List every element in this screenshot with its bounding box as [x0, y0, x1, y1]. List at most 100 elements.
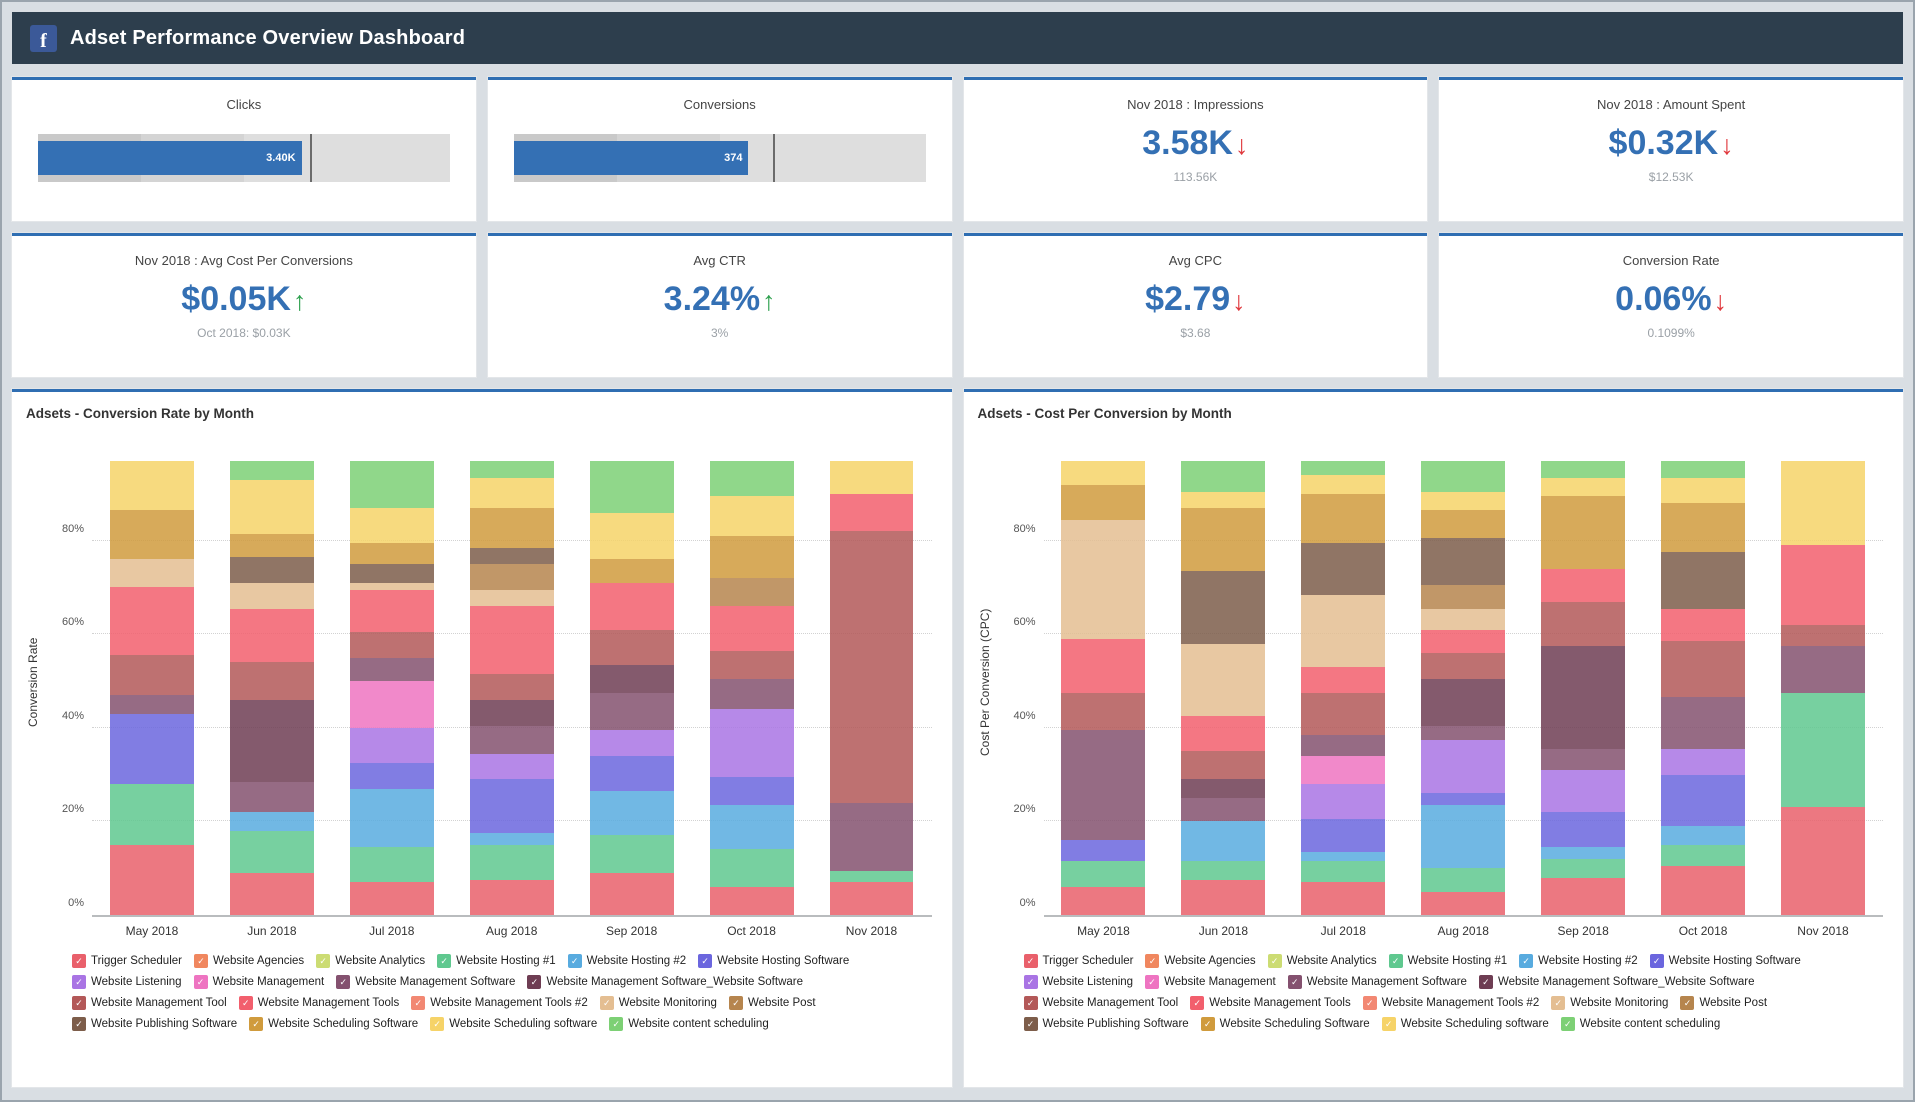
bar-segment[interactable]: [1301, 461, 1386, 476]
bar-segment[interactable]: [349, 788, 434, 848]
bar-segment[interactable]: [109, 713, 194, 784]
legend-checkbox-icon[interactable]: ✓: [430, 1017, 445, 1031]
stacked-bar-oct-2018[interactable]: [709, 461, 794, 915]
bar-segment[interactable]: [1181, 571, 1266, 644]
legend-checkbox-icon[interactable]: ✓: [336, 975, 351, 989]
legend-checkbox-icon[interactable]: ✓: [1680, 996, 1695, 1010]
bar-segment[interactable]: [1301, 882, 1386, 915]
bar-segment[interactable]: [1061, 730, 1146, 841]
bar-segment[interactable]: [229, 479, 314, 534]
bar-segment[interactable]: [1061, 840, 1146, 862]
legend-checkbox-icon[interactable]: ✓: [599, 996, 614, 1010]
bar-segment[interactable]: [709, 709, 794, 777]
stacked-bar-jul-2018[interactable]: [1301, 461, 1386, 915]
bar-segment[interactable]: [109, 844, 194, 915]
bar-segment[interactable]: [1061, 461, 1146, 485]
legend-checkbox-icon[interactable]: ✓: [411, 996, 426, 1010]
bar-segment[interactable]: [709, 496, 794, 536]
legend-checkbox-icon[interactable]: ✓: [567, 954, 582, 968]
bar-segment[interactable]: [1061, 638, 1146, 693]
legend-checkbox-icon[interactable]: ✓: [1023, 996, 1038, 1010]
stacked-bar-sep-2018[interactable]: [589, 461, 674, 915]
legend-checkbox-icon[interactable]: ✓: [728, 996, 743, 1010]
bar-segment[interactable]: [1061, 861, 1146, 887]
bar-segment[interactable]: [1421, 793, 1506, 806]
stacked-bar-may-2018[interactable]: [109, 461, 194, 915]
legend-item[interactable]: ✓ Website Management Tools #2: [1362, 996, 1539, 1010]
legend-item[interactable]: ✓ Website Scheduling software: [430, 1017, 597, 1031]
bar-segment[interactable]: [1301, 493, 1386, 544]
legend-checkbox-icon[interactable]: ✓: [249, 1017, 264, 1031]
bar-segment[interactable]: [1661, 865, 1746, 915]
bar-segment[interactable]: [469, 674, 554, 700]
bar-segment[interactable]: [1421, 891, 1506, 915]
legend-item[interactable]: ✓ Website content scheduling: [1560, 1017, 1720, 1031]
legend-checkbox-icon[interactable]: ✓: [1362, 996, 1377, 1010]
bar-segment[interactable]: [349, 847, 434, 883]
legend-item[interactable]: ✓ Website Publishing Software: [72, 1017, 237, 1031]
bar-segment[interactable]: [589, 461, 674, 513]
bar-segment[interactable]: [1661, 774, 1746, 827]
legend-checkbox-icon[interactable]: ✓: [527, 975, 542, 989]
bar-segment[interactable]: [109, 510, 194, 560]
legend-item[interactable]: ✓ Website Listening: [1023, 975, 1133, 989]
legend-item[interactable]: ✓ Website Monitoring: [1551, 996, 1668, 1010]
legend-item[interactable]: ✓ Website Management: [1145, 975, 1276, 989]
bar-segment[interactable]: [709, 776, 794, 806]
legend-item[interactable]: ✓ Website Management Software: [336, 975, 515, 989]
legend-item[interactable]: ✓ Website Hosting #2: [1519, 954, 1638, 968]
legend-item[interactable]: ✓ Website Management Tools: [238, 996, 399, 1010]
bar-segment[interactable]: [1541, 645, 1626, 749]
bar-segment[interactable]: [1661, 608, 1746, 642]
bar-segment[interactable]: [1181, 716, 1266, 752]
bar-segment[interactable]: [229, 699, 314, 782]
bar-segment[interactable]: [1541, 858, 1626, 878]
bar-segment[interactable]: [1181, 861, 1266, 880]
bar-segment[interactable]: [1421, 491, 1506, 511]
bar-segment[interactable]: [349, 589, 434, 632]
bar-segment[interactable]: [589, 755, 674, 791]
bar-segment[interactable]: [589, 692, 674, 731]
bar-segment[interactable]: [1421, 678, 1506, 726]
bar-segment[interactable]: [1181, 821, 1266, 862]
legend-checkbox-icon[interactable]: ✓: [1649, 954, 1664, 968]
legend-item[interactable]: ✓ Website Management Software: [1287, 975, 1467, 989]
bar-segment[interactable]: [469, 699, 554, 726]
legend-item[interactable]: ✓ Website Analytics: [316, 954, 425, 968]
legend-checkbox-icon[interactable]: ✓: [1267, 954, 1282, 968]
legend-item[interactable]: ✓ Website Management Tool: [1023, 996, 1178, 1010]
bar-segment[interactable]: [109, 655, 194, 696]
legend-item[interactable]: ✓ Website Monitoring: [599, 996, 717, 1010]
bar-segment[interactable]: [1541, 601, 1626, 646]
bar-segment[interactable]: [1061, 692, 1146, 731]
stacked-bar-nov-2018[interactable]: [1781, 461, 1865, 915]
bar-segment[interactable]: [1421, 538, 1506, 586]
legend-checkbox-icon[interactable]: ✓: [1190, 996, 1205, 1010]
bar-segment[interactable]: [109, 695, 194, 714]
bar-segment[interactable]: [1781, 645, 1865, 693]
legend-checkbox-icon[interactable]: ✓: [1519, 954, 1534, 968]
bar-segment[interactable]: [349, 582, 434, 590]
legend-checkbox-icon[interactable]: ✓: [72, 996, 86, 1010]
bar-segment[interactable]: [589, 872, 674, 915]
bar-segment[interactable]: [469, 547, 554, 565]
bar-segment[interactable]: [709, 606, 794, 651]
legend-checkbox-icon[interactable]: ✓: [437, 954, 452, 968]
bar-segment[interactable]: [1781, 624, 1865, 646]
bar-segment[interactable]: [1541, 847, 1626, 859]
legend-checkbox-icon[interactable]: ✓: [1560, 1017, 1575, 1031]
bar-segment[interactable]: [589, 559, 674, 583]
legend-item[interactable]: ✓ Trigger Scheduler: [1023, 954, 1133, 968]
bar-segment[interactable]: [1301, 755, 1386, 784]
bar-segment[interactable]: [349, 631, 434, 658]
bar-segment[interactable]: [469, 753, 554, 780]
legend-checkbox-icon[interactable]: ✓: [1200, 1017, 1215, 1031]
bar-segment[interactable]: [709, 461, 794, 497]
legend-item[interactable]: ✓ Website Management Software_Website Sof…: [1478, 975, 1755, 989]
bar-segment[interactable]: [1421, 461, 1506, 492]
bar-segment[interactable]: [1181, 491, 1266, 508]
bar-segment[interactable]: [1661, 477, 1746, 504]
legend-item[interactable]: ✓ Website Management: [193, 975, 324, 989]
bar-segment[interactable]: [1541, 568, 1626, 602]
legend-item[interactable]: ✓ Website Post: [1680, 996, 1767, 1010]
